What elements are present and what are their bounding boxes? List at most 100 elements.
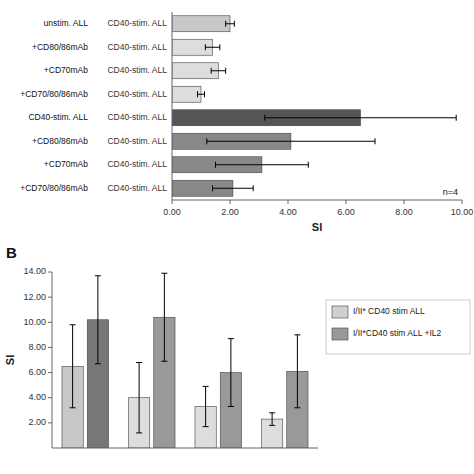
y-tick-label: 10.00 (23, 317, 46, 327)
error-cap (228, 338, 234, 339)
x-tick-label: 0.00 (163, 207, 181, 217)
error-cap (228, 406, 234, 407)
error-line (139, 363, 140, 433)
error-cap (161, 273, 167, 274)
y-tick-label: 14.00 (23, 266, 46, 276)
y-tick (48, 322, 52, 323)
bar (172, 86, 201, 102)
error-cap (225, 21, 226, 27)
x-axis-line (52, 448, 318, 449)
error-cap (212, 185, 213, 191)
x-tick-label: 10.00 (451, 207, 474, 217)
bar (172, 63, 218, 79)
x-tick (288, 200, 289, 204)
error-bar (161, 273, 167, 361)
error-cap (136, 432, 142, 433)
error-line (226, 23, 235, 24)
category-label: CD40-stim. ALL (28, 112, 88, 122)
error-bar (205, 44, 220, 50)
legend-label: I/II*CD40 stim ALL +IL2 (353, 328, 442, 338)
y-tick-label: CD40-stim. ALL (107, 18, 167, 28)
error-line (265, 117, 456, 118)
y-tick-label: CD40-stim. ALL (107, 89, 167, 99)
legend: I/II* CD40 stim ALLI/II*CD40 stim ALL +I… (326, 300, 470, 354)
error-cap (456, 115, 457, 121)
error-bar (136, 363, 142, 433)
error-bar (95, 276, 101, 364)
x-tick (230, 200, 231, 204)
category-label: +CD80/86mAb (32, 42, 88, 52)
error-cap (253, 185, 254, 191)
x-tick (404, 200, 405, 204)
error-line (272, 413, 273, 426)
error-cap (203, 386, 209, 387)
category-label: unstim. ALL (44, 18, 89, 28)
y-tick-label: CD40-stim. ALL (107, 42, 167, 52)
legend-swatch (332, 306, 348, 318)
y-tick (48, 347, 52, 348)
error-line (164, 273, 165, 361)
error-line (72, 325, 73, 408)
bar (172, 16, 230, 32)
error-bar (265, 115, 456, 121)
error-cap (269, 412, 275, 413)
category-label: +CD80/86mAb (32, 136, 88, 146)
error-line (205, 386, 206, 426)
category-label: +CD70mAb (44, 159, 88, 169)
x-tick (346, 200, 347, 204)
x-tick-label: 6.00 (337, 207, 355, 217)
error-cap (95, 363, 101, 364)
error-line (211, 70, 226, 71)
error-line (230, 339, 231, 407)
error-cap (70, 324, 76, 325)
x-axis-line (172, 200, 462, 201)
error-line (198, 94, 205, 95)
panel-a: 0.00 2.00 4.00 6.00 8.00 10.00 SI CD40-stim. AL… (20, 12, 473, 233)
error-line (97, 276, 98, 364)
error-bar (228, 339, 234, 407)
y-tick (48, 372, 52, 373)
error-cap (294, 334, 300, 335)
x-tick (462, 200, 463, 204)
error-cap (215, 162, 216, 168)
error-cap (375, 138, 376, 144)
y-tick-label: CD40-stim. ALL (107, 65, 167, 75)
y-tick-label: 6.00 (28, 367, 46, 377)
error-bar (203, 386, 209, 426)
y-tick-label: CD40-stim. ALL (107, 183, 167, 193)
legend-frame (326, 300, 470, 354)
x-tick-label: 4.00 (279, 207, 297, 217)
x-tick (172, 200, 173, 204)
error-cap (161, 361, 167, 362)
error-cap (203, 426, 209, 427)
y-axis-line (52, 272, 53, 448)
error-cap (136, 362, 142, 363)
y-tick-label: CD40-stim. ALL (107, 136, 167, 146)
panel-title: B (6, 244, 17, 261)
error-cap (197, 91, 198, 97)
y-tick-label: 2.00 (28, 417, 46, 427)
category-label: +CD70mAb (44, 65, 88, 75)
error-bar (211, 68, 226, 74)
legend-swatch (332, 328, 348, 340)
error-line (213, 188, 254, 189)
y-tick-label: CD40-stim. ALL (107, 112, 167, 122)
y-tick-label: 4.00 (28, 392, 46, 402)
x-tick-label: 8.00 (395, 207, 413, 217)
category-label: +CD70/80/86mAb (20, 183, 88, 193)
error-cap (308, 162, 309, 168)
x-axis-label: SI (312, 221, 322, 233)
bars-b (62, 273, 308, 448)
y-tick (48, 297, 52, 298)
x-tick-label: 2.00 (221, 207, 239, 217)
error-line (297, 335, 298, 408)
error-cap (206, 138, 207, 144)
error-cap (225, 68, 226, 74)
error-line (207, 141, 375, 142)
bars-a (172, 16, 456, 196)
error-cap (234, 21, 235, 27)
error-bar (216, 162, 309, 168)
error-bar (213, 185, 254, 191)
y-axis-line (172, 12, 173, 200)
error-cap (269, 425, 275, 426)
